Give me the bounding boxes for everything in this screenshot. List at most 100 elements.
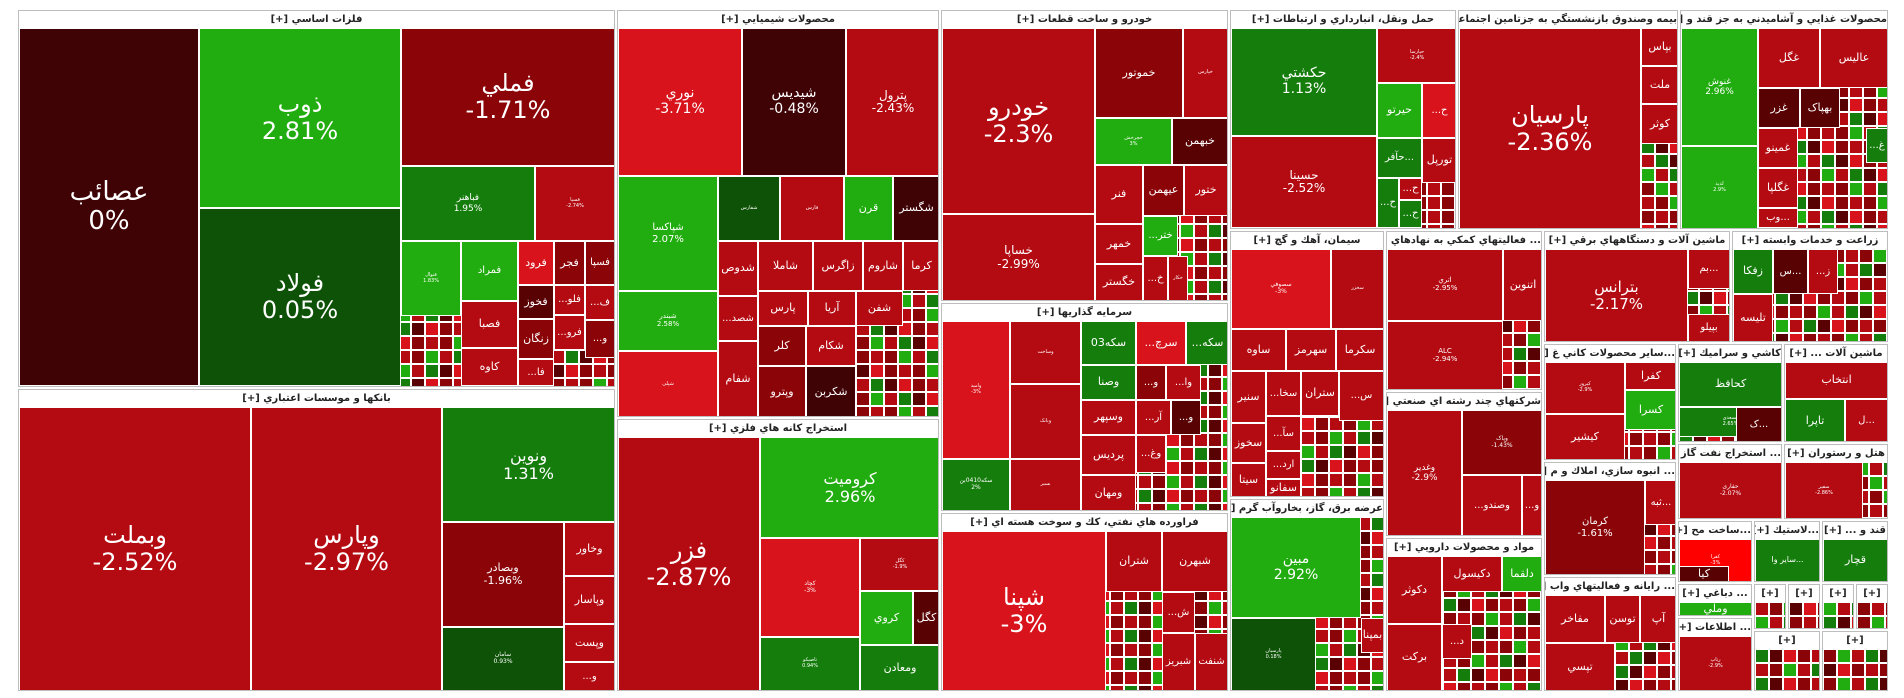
micro-tile[interactable] (1110, 657, 1124, 671)
micro-tile[interactable] (1669, 168, 1677, 182)
micro-tile[interactable] (856, 406, 870, 416)
micro-tile[interactable] (1807, 168, 1821, 182)
sector-header[interactable]: سرمايه گذاريها [+] (942, 304, 1227, 321)
micro-tile[interactable] (912, 308, 926, 322)
stock-tile[interactable]: کاوه (461, 348, 518, 386)
micro-tile[interactable] (870, 364, 884, 378)
micro-tile[interactable] (884, 392, 898, 406)
micro-tile[interactable] (898, 378, 912, 392)
micro-tile[interactable] (1863, 112, 1877, 126)
stock-tile[interactable]: وپست (564, 624, 614, 662)
stock-tile[interactable]: شکربن (806, 366, 856, 416)
micro-tile[interactable] (1194, 489, 1208, 503)
micro-tile[interactable] (1222, 433, 1227, 447)
micro-tile[interactable] (1194, 224, 1208, 238)
micro-tile[interactable] (1208, 489, 1222, 503)
stock-tile[interactable]: ومعادن (860, 645, 938, 690)
stock-tile[interactable]: حيرتو (1377, 83, 1422, 138)
micro-tile[interactable] (856, 350, 870, 364)
stock-tile[interactable]: خمهر (1095, 224, 1143, 264)
micro-tile[interactable] (1455, 112, 1456, 126)
stock-tile[interactable]: ح... (1422, 83, 1455, 138)
micro-tile[interactable] (926, 350, 938, 364)
stock-tile[interactable]: زنگان (518, 319, 554, 359)
stock-tile[interactable]: فرو... (554, 315, 585, 350)
stock-tile[interactable]: وساخت (1010, 321, 1081, 384)
micro-tile[interactable] (1222, 405, 1227, 419)
stock-tile[interactable]: خ... (1143, 256, 1168, 300)
stock-tile[interactable]: ...حآفر (1377, 138, 1422, 178)
stock-tile[interactable]: خچرخش 3% (1095, 118, 1172, 165)
micro-tile[interactable] (1138, 601, 1152, 615)
stock-tile[interactable]: سکه03 (1081, 321, 1136, 365)
micro-tile[interactable] (439, 336, 453, 350)
stock-tile[interactable]: خموتور (1095, 28, 1183, 118)
sector-header[interactable]: خودرو و ساخت قطعات [+] (942, 11, 1227, 28)
stock-tile[interactable]: و... (1171, 400, 1201, 435)
stock-tile[interactable]: زاگرس (813, 241, 863, 291)
micro-tile[interactable] (1427, 210, 1441, 224)
micro-tile[interactable] (1455, 196, 1456, 210)
micro-tile[interactable] (1669, 182, 1677, 196)
micro-tile[interactable] (1124, 601, 1138, 615)
micro-tile[interactable] (1194, 503, 1208, 510)
micro-tile[interactable] (1222, 391, 1227, 405)
micro-tile[interactable] (1222, 447, 1227, 461)
micro-tile[interactable] (1669, 210, 1677, 224)
micro-tile[interactable] (1166, 461, 1180, 475)
stock-tile[interactable]: شصد... (718, 296, 758, 341)
stock-tile[interactable]: فلو... (554, 285, 585, 315)
micro-tile[interactable] (1110, 685, 1124, 690)
stock-tile[interactable]: وغ... (1136, 435, 1166, 473)
micro-tile[interactable] (1641, 210, 1655, 224)
stock-tile[interactable]: فنر (1095, 165, 1143, 224)
micro-tile[interactable] (1194, 266, 1208, 280)
micro-tile[interactable] (1427, 224, 1441, 228)
micro-tile[interactable] (1655, 210, 1669, 224)
micro-tile[interactable] (1110, 601, 1124, 615)
stock-tile[interactable]: وا... (1166, 365, 1201, 400)
stock-tile[interactable]: فنوال 1.83% (401, 241, 461, 316)
stock-tile[interactable]: شفام (718, 341, 758, 416)
micro-tile[interactable] (1166, 433, 1180, 447)
stock-tile[interactable]: شبريز (1162, 633, 1195, 690)
micro-tile[interactable] (870, 406, 884, 416)
stock-tile[interactable]: شدوص (718, 241, 758, 296)
micro-tile[interactable] (411, 378, 425, 386)
micro-tile[interactable] (1641, 196, 1655, 210)
stock-tile[interactable]: سامان 0.93% (442, 627, 564, 690)
micro-tile[interactable] (1835, 126, 1849, 140)
stock-tile[interactable]: ح... (1399, 178, 1422, 200)
micro-tile[interactable] (1194, 433, 1208, 447)
stock-tile[interactable]: کگل -1.9% (860, 538, 938, 591)
stock-tile[interactable]: شفن (856, 291, 903, 326)
stock-tile[interactable]: فصبا (461, 301, 518, 348)
micro-tile[interactable] (1222, 266, 1227, 280)
stock-tile[interactable]: وسپهر (1081, 400, 1136, 435)
micro-tile[interactable] (425, 322, 439, 336)
stock-tile[interactable]: وامید -3% (942, 321, 1010, 459)
stock-tile[interactable]: و... (1136, 365, 1166, 400)
micro-tile[interactable] (1110, 615, 1124, 629)
stock-tile[interactable]: کروي (860, 591, 913, 645)
micro-tile[interactable] (439, 364, 453, 378)
micro-tile[interactable] (425, 378, 439, 386)
stock-tile[interactable]: شاملا (758, 241, 813, 291)
stock-tile[interactable]: فزر -2.87% (618, 437, 760, 690)
micro-tile[interactable] (1124, 657, 1138, 671)
micro-tile[interactable] (1835, 140, 1849, 154)
stock-tile[interactable]: وخاور (564, 522, 614, 576)
micro-tile[interactable] (1110, 629, 1124, 643)
micro-tile[interactable] (1138, 685, 1152, 690)
micro-tile[interactable] (1222, 419, 1227, 433)
micro-tile[interactable] (425, 350, 439, 364)
stock-tile[interactable]: کرما (903, 241, 938, 291)
micro-tile[interactable] (884, 364, 898, 378)
stock-tile[interactable]: ملت (1641, 66, 1677, 104)
sector-header[interactable]: استخراج كانه هاي فلزي [+] (618, 420, 938, 437)
micro-tile[interactable] (1110, 671, 1124, 685)
stock-tile[interactable]: وپارس -2.97% (251, 407, 442, 690)
stock-tile[interactable]: حسينا -2.52% (1231, 136, 1377, 228)
micro-tile[interactable] (411, 336, 425, 350)
micro-tile[interactable] (1194, 252, 1208, 266)
